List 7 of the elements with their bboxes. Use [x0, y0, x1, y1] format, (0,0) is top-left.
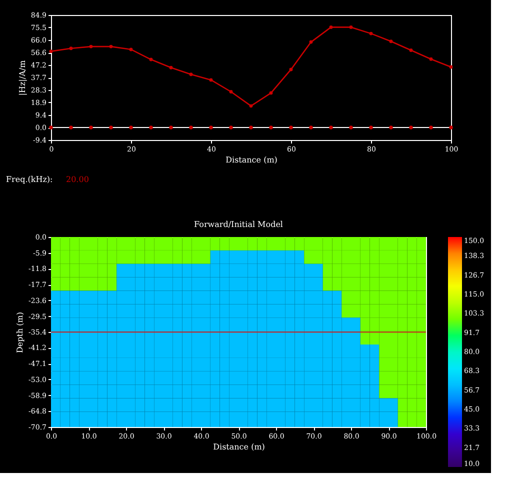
text: 20.00 — [66, 175, 89, 184]
chart-title: Forward/Initial Model — [194, 220, 284, 229]
text: Freq.(kHz): — [6, 175, 53, 184]
x-axis-title: Distance (m) — [226, 156, 278, 164]
x-axis-title: Distance (m) — [213, 442, 265, 452]
y-axis-title: |Hz|/A/m — [18, 60, 27, 96]
y-axis-title: Depth (m) — [16, 312, 25, 354]
